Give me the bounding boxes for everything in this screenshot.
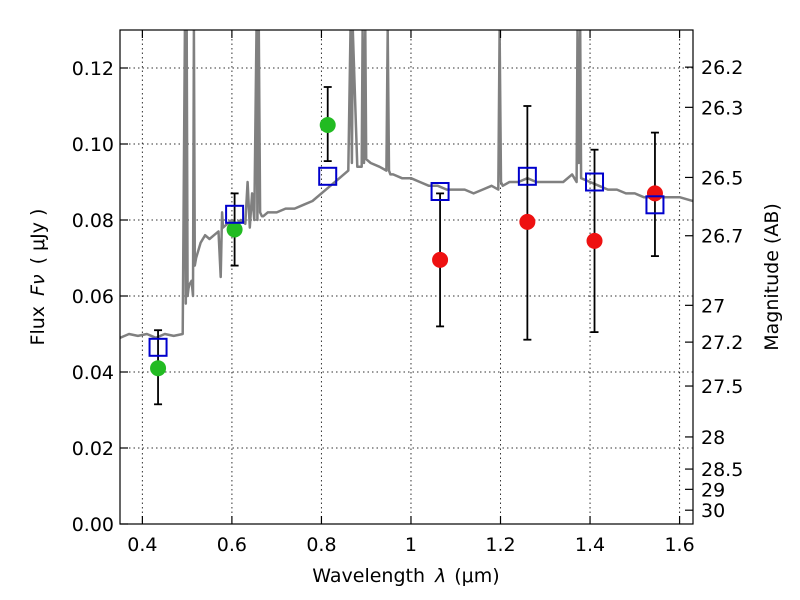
data-point: [646, 185, 663, 202]
model-band-marker: [430, 182, 450, 201]
x-tick-label: 1.2: [485, 534, 515, 556]
model-spectrum-line: [120, 30, 693, 340]
x-tick-label: 1.4: [575, 534, 605, 556]
y-tick-label: 0.08: [72, 210, 114, 232]
grid: [120, 30, 693, 525]
mag-tick-label: 28: [701, 427, 725, 449]
y-axis-title: FluxFν( μJy ): [27, 209, 49, 346]
spectrum-layer: [120, 30, 693, 340]
x-tick-label: 0.4: [127, 534, 157, 556]
model-band-marker: [148, 337, 168, 357]
model-band-marker: [645, 195, 665, 215]
mag-tick-label: 27.2: [701, 332, 743, 354]
data-point: [519, 213, 536, 230]
data-point: [150, 360, 167, 377]
plot-frame: [119, 29, 694, 525]
data-point: [432, 251, 449, 268]
y-tick-label: 0.10: [72, 134, 114, 156]
mag-tick-label: 26.2: [701, 57, 743, 79]
y-tick-label: 0.02: [72, 438, 114, 460]
model-band-marker: [517, 166, 537, 186]
mag-tick-label: 27: [701, 295, 725, 317]
model-band-marker: [585, 172, 605, 192]
mag-tick-label: 29: [701, 479, 725, 501]
x-tick-label: 0.8: [306, 534, 336, 556]
y2-axis-title: Magnitude (AB): [761, 203, 783, 351]
x-axis-title: Wavelength λ (μm): [312, 565, 499, 587]
mag-tick-label: 30: [701, 500, 725, 522]
data-point: [226, 221, 243, 238]
model-band-marker: [225, 204, 245, 224]
mag-tick-label: 27.5: [701, 376, 743, 398]
y-tick-label: 0.04: [72, 362, 114, 384]
data-point: [319, 117, 336, 133]
x-tick-label: 1.6: [664, 534, 694, 556]
y-tick-label: 0.12: [72, 58, 114, 80]
mag-tick-label: 26.5: [701, 167, 743, 189]
points-layer: [148, 86, 665, 406]
x-tick-label: 0.6: [217, 534, 247, 556]
y-tick-label: 0.06: [72, 286, 114, 308]
y-tick-label: 0.00: [72, 514, 114, 536]
x-tick-label: 1: [405, 534, 417, 556]
axes-layer: 0.4 0.6 0.8 1 1.2 1.4 1.6 0.00 0.02 0.04 0.06 0.08 0…: [72, 30, 743, 556]
mag-tick-label: 26.3: [701, 97, 743, 119]
mag-tick-label: 26.7: [701, 226, 743, 248]
data-point: [586, 232, 603, 249]
mag-tick-label: 28.5: [701, 459, 743, 481]
model-band-marker: [318, 166, 338, 186]
